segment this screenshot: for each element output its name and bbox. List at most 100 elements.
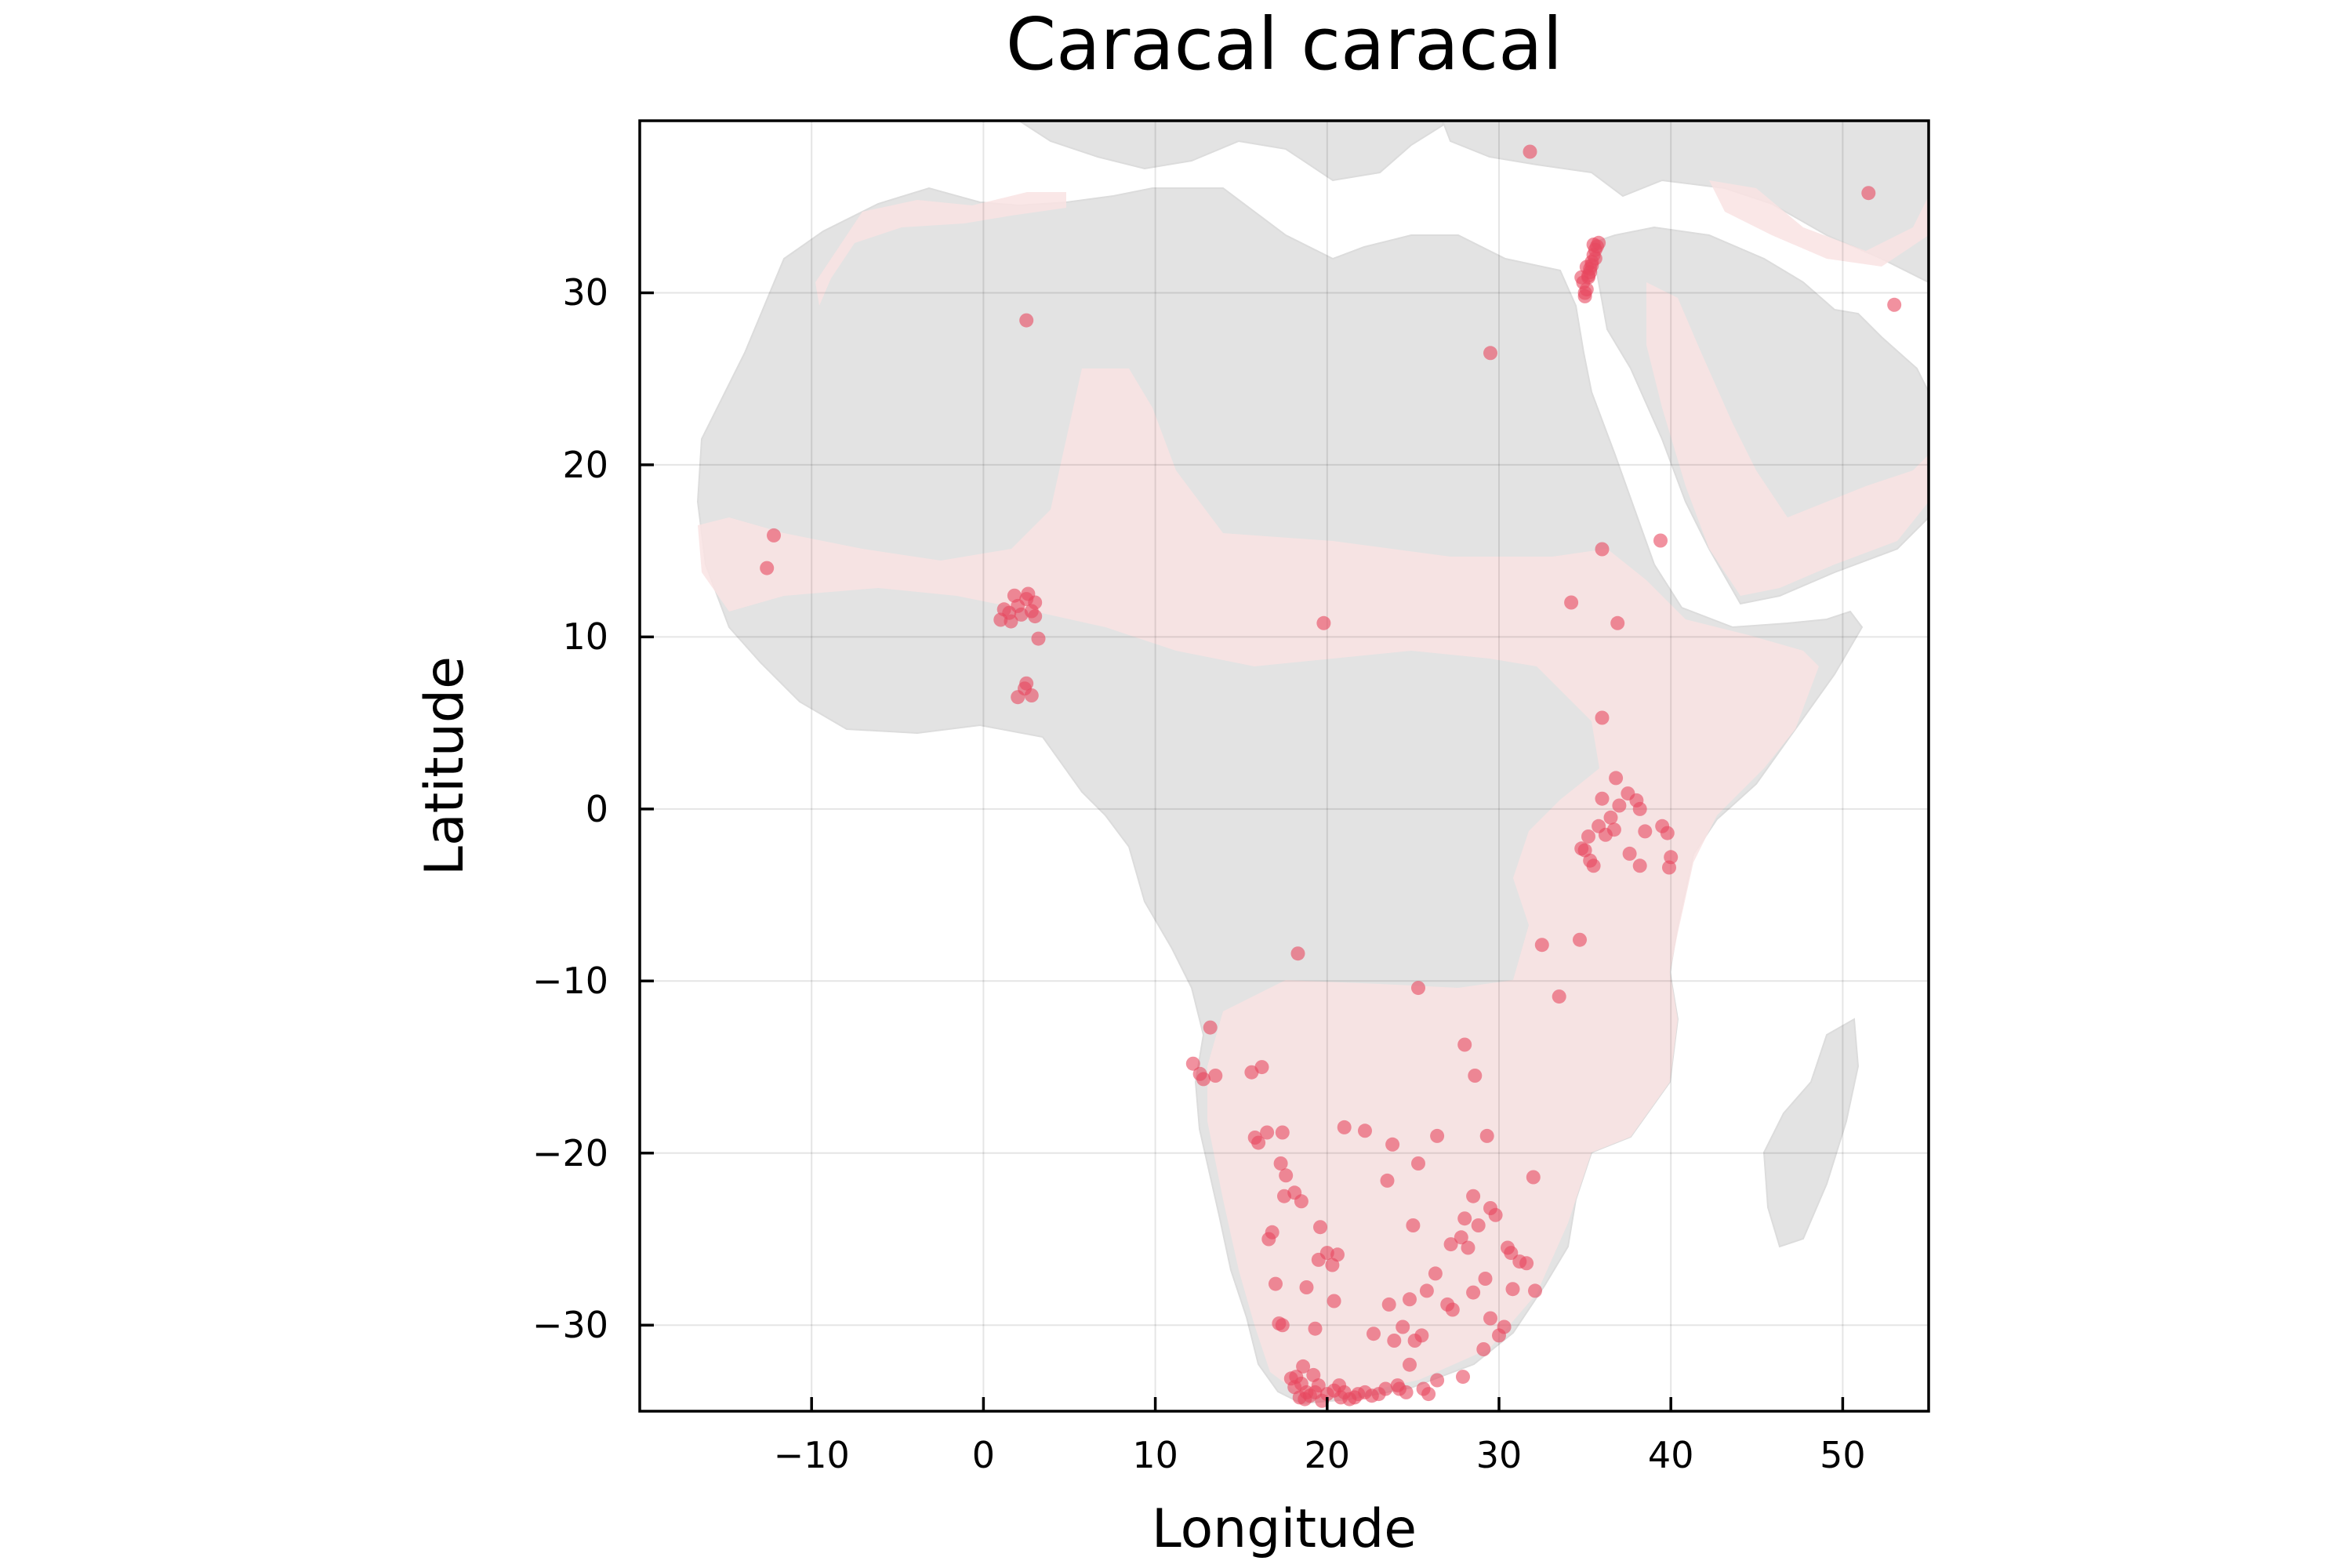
observation-point xyxy=(1260,1125,1275,1140)
observation-point xyxy=(1396,1319,1410,1334)
observation-point xyxy=(1574,270,1589,285)
observation-point xyxy=(1505,1282,1520,1297)
observation-point xyxy=(1406,1218,1421,1232)
y-tick-label: −20 xyxy=(532,1132,608,1174)
observation-point xyxy=(1392,1381,1406,1396)
observation-point xyxy=(1497,1319,1512,1334)
observation-point xyxy=(1411,1156,1425,1171)
observation-point xyxy=(1313,1220,1327,1235)
observation-point xyxy=(1316,615,1331,630)
observation-point xyxy=(1526,1170,1541,1185)
observation-point xyxy=(1488,1207,1503,1222)
observation-point xyxy=(1011,690,1025,705)
observation-point xyxy=(1443,1237,1458,1252)
observation-point xyxy=(1638,824,1653,839)
y-tick-label: 30 xyxy=(562,271,608,314)
observation-point xyxy=(1471,1218,1486,1232)
observation-point xyxy=(1031,631,1046,646)
chart-title: Caracal caracal xyxy=(1006,2,1563,86)
observation-point xyxy=(1019,676,1034,691)
observation-point xyxy=(1595,791,1610,806)
observation-point xyxy=(1609,771,1624,786)
observation-point xyxy=(1595,710,1610,725)
range-sahel-belt xyxy=(698,368,1819,1396)
observation-point xyxy=(1380,1173,1395,1188)
observation-point xyxy=(1330,1247,1345,1262)
range-arabia xyxy=(1646,282,1929,596)
observation-point xyxy=(1445,1302,1460,1317)
observation-point xyxy=(1504,1246,1519,1261)
observation-point xyxy=(1299,1280,1314,1294)
observation-point xyxy=(1273,1156,1288,1171)
observation-point xyxy=(1021,586,1036,601)
plot-frame xyxy=(638,119,1930,1413)
observation-point xyxy=(1887,297,1902,312)
observation-point xyxy=(1861,186,1876,201)
observation-point xyxy=(1254,1060,1269,1075)
observation-point xyxy=(1586,858,1601,873)
observation-point xyxy=(1519,1256,1534,1271)
observation-point xyxy=(1275,1125,1290,1140)
observation-point xyxy=(1653,533,1668,548)
observation-point xyxy=(1662,860,1676,875)
observation-point xyxy=(1457,1211,1472,1226)
observation-point xyxy=(1208,1069,1223,1083)
observation-point xyxy=(1028,609,1043,624)
observation-point xyxy=(1523,144,1537,159)
observation-point xyxy=(1007,588,1022,603)
y-tick-label: −10 xyxy=(532,960,608,1002)
y-gridlines xyxy=(640,292,1929,1327)
observation-point xyxy=(1296,1359,1311,1374)
observation-point xyxy=(1251,1135,1266,1150)
observation-point xyxy=(1279,1168,1294,1183)
observation-point xyxy=(1466,1189,1481,1203)
observation-point xyxy=(1528,1283,1542,1298)
observation-point xyxy=(1606,822,1621,837)
observation-point xyxy=(1347,1390,1362,1405)
observation-point xyxy=(996,602,1011,617)
observation-point xyxy=(1287,1380,1302,1395)
observation-point xyxy=(1371,1387,1386,1402)
observation-point xyxy=(1411,981,1425,996)
observation-point xyxy=(1632,858,1647,873)
x-tick-label: 0 xyxy=(972,1434,995,1476)
x-tick-label: 10 xyxy=(1132,1434,1178,1476)
observation-point xyxy=(1261,1232,1276,1247)
observation-point xyxy=(1421,1387,1436,1402)
x-gridlines xyxy=(811,121,1844,1411)
observation-point xyxy=(1534,938,1549,953)
observation-point xyxy=(1337,1120,1352,1134)
observation-point xyxy=(1269,1276,1283,1291)
observation-point xyxy=(1457,1037,1472,1052)
range-north-africa xyxy=(815,192,1066,306)
observation-point xyxy=(1385,1137,1400,1152)
x-tick-label: −10 xyxy=(774,1434,850,1476)
observation-point xyxy=(1403,1357,1417,1372)
observation-point xyxy=(1581,829,1595,844)
observation-point xyxy=(1466,1285,1481,1300)
observation-point xyxy=(1294,1194,1308,1209)
observation-point xyxy=(1419,1283,1434,1298)
observation-point xyxy=(1574,841,1589,856)
observation-point xyxy=(1290,946,1305,961)
y-tick-label: −30 xyxy=(532,1304,608,1346)
observation-point xyxy=(1196,1072,1210,1087)
observation-point xyxy=(1573,932,1587,947)
observation-point xyxy=(1476,1342,1491,1356)
observation-point xyxy=(1387,1334,1402,1348)
x-axis: −10 0 10 20 30 40 50 xyxy=(774,1397,1866,1476)
observation-point xyxy=(1185,1056,1200,1071)
observation-point xyxy=(1483,1311,1497,1326)
observation-point xyxy=(1019,313,1034,328)
y-tick-label: 10 xyxy=(562,615,608,658)
observation-point xyxy=(1308,1385,1323,1399)
observation-point xyxy=(1588,251,1602,266)
x-axis-label: Longitude xyxy=(1152,1498,1417,1560)
observation-point xyxy=(1586,238,1601,252)
observation-point xyxy=(1603,810,1618,825)
madagascar xyxy=(1762,1018,1860,1248)
observation-point xyxy=(1610,615,1625,630)
observation-point xyxy=(1414,1328,1429,1343)
observation-point xyxy=(1577,285,1592,300)
